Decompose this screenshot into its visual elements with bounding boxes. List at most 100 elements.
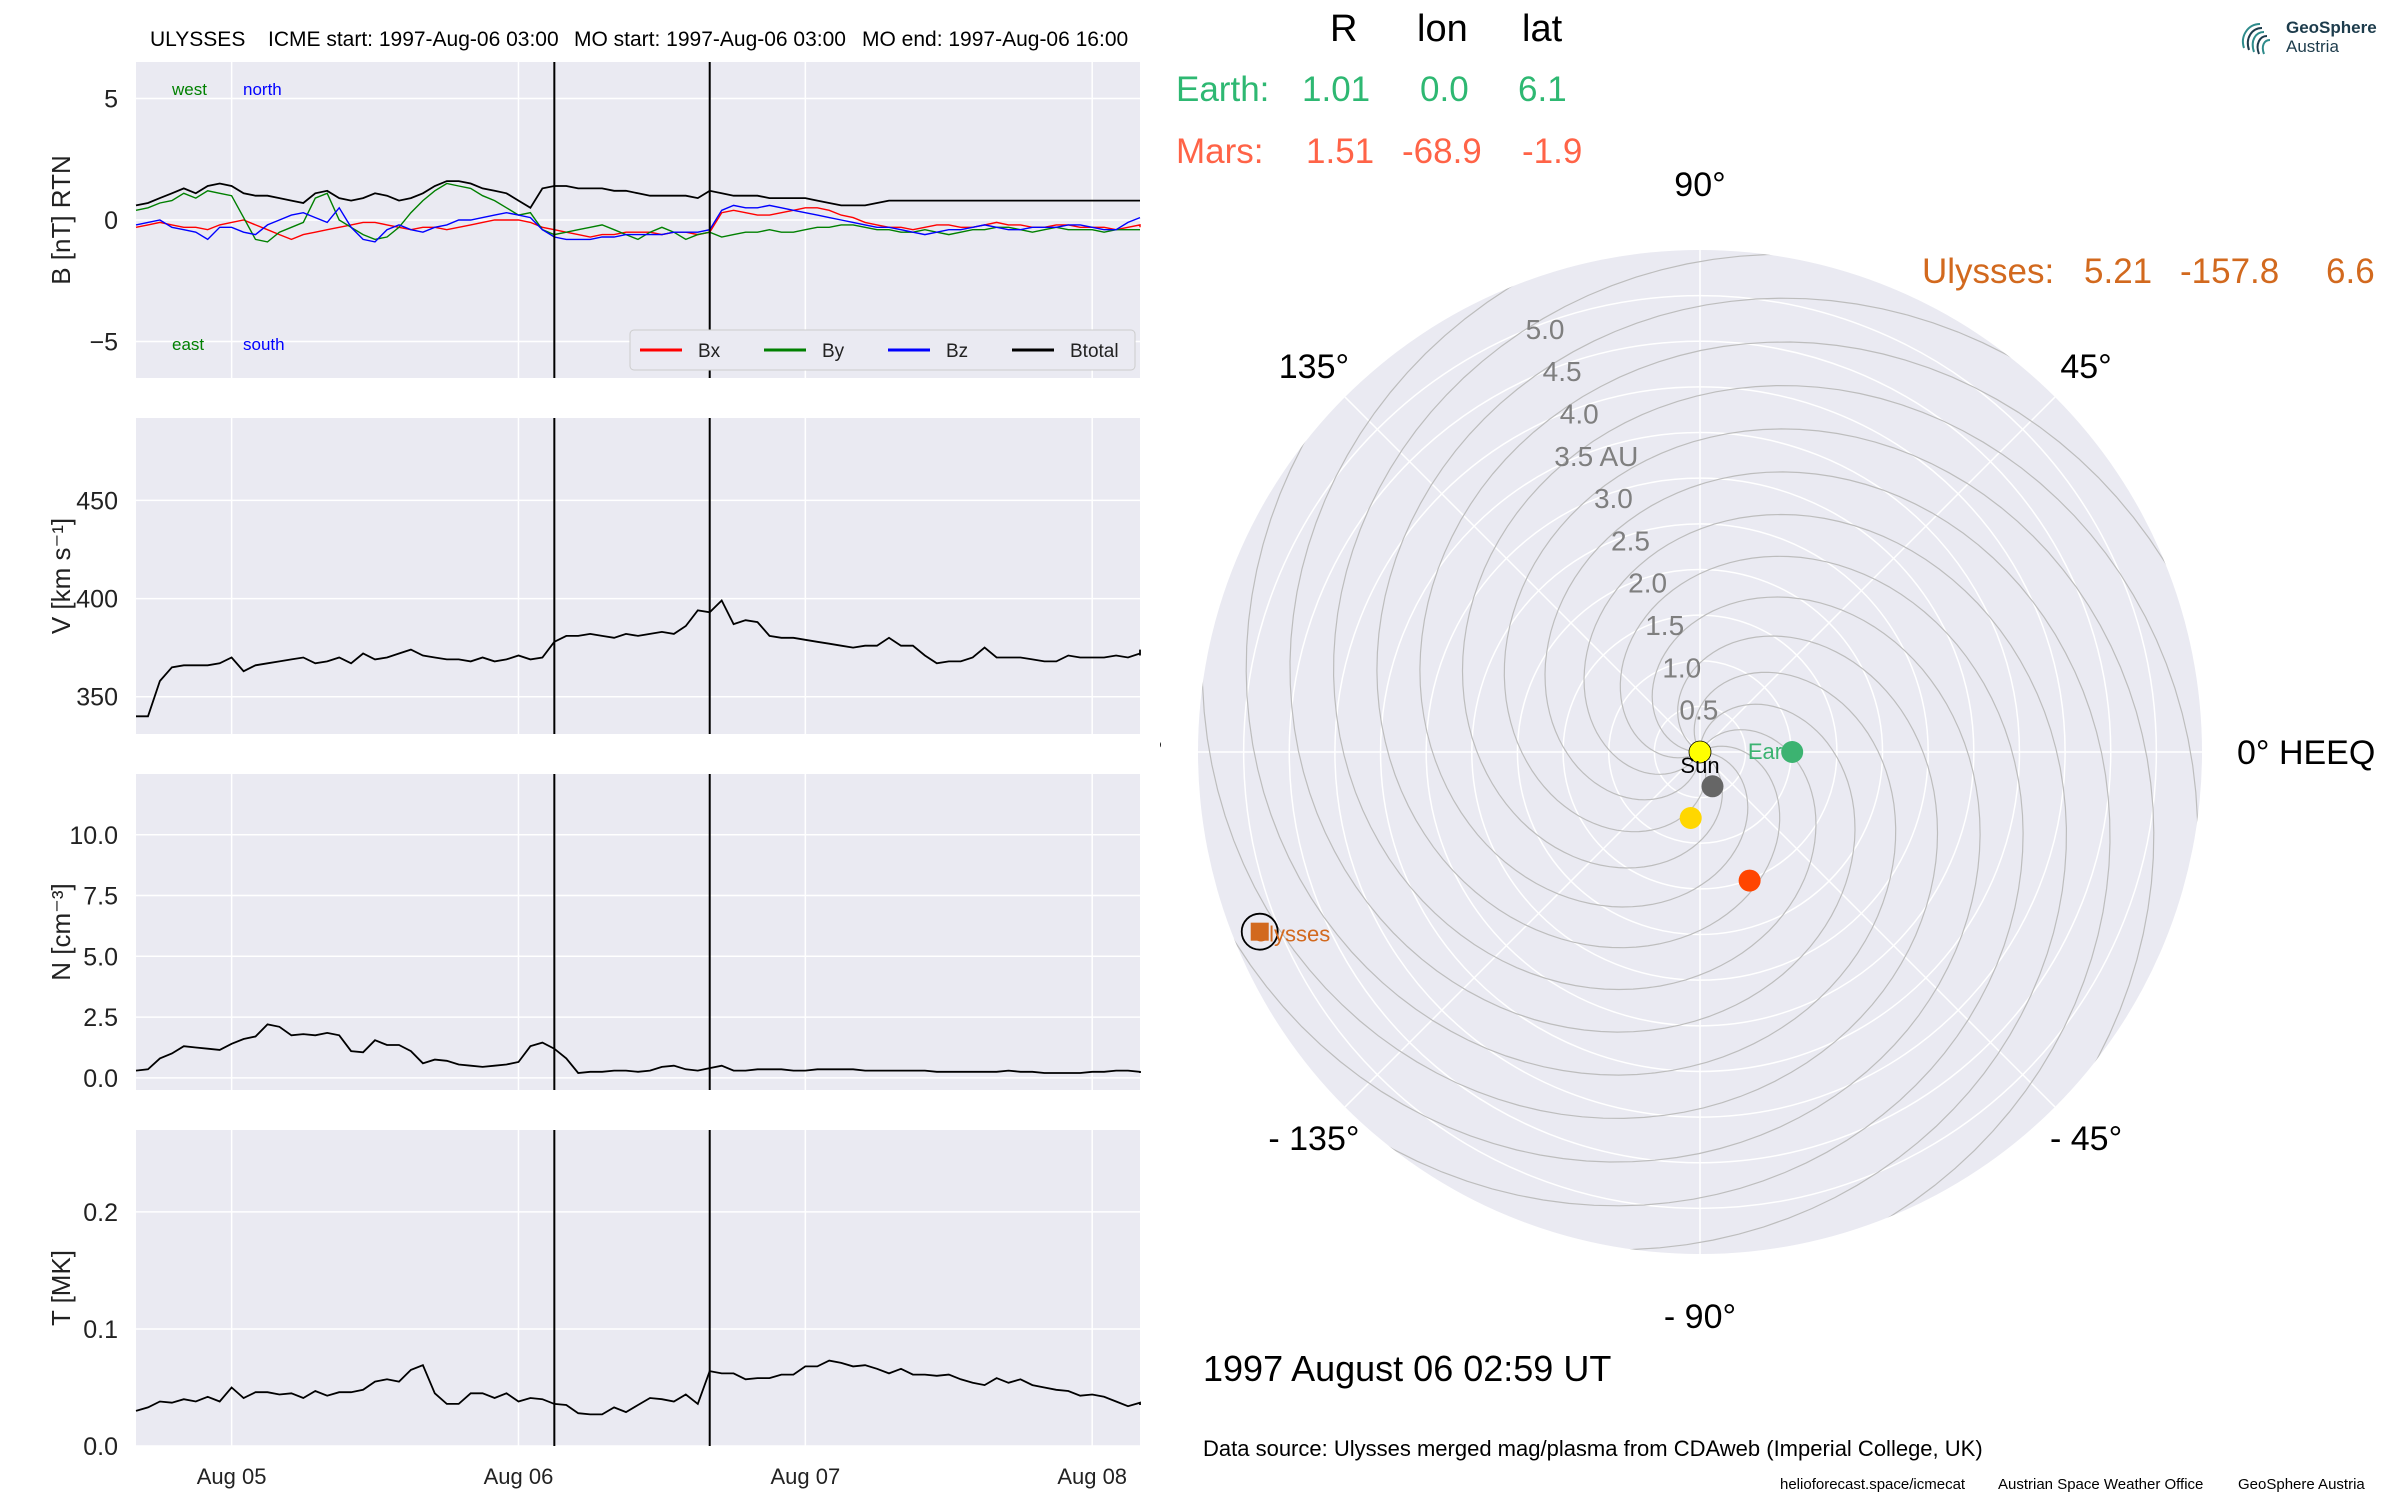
column-header-lon: lon xyxy=(1417,8,1468,50)
timeseries-panels: −5 0 5 B [nT] RTN west north east south Bx By Bz Bt… xyxy=(46,62,1141,1489)
annotation-east: east xyxy=(172,335,204,354)
spiral-arm xyxy=(1245,420,1897,1076)
angle-label: - 45° xyxy=(2050,1120,2122,1158)
angle-label: - 90° xyxy=(1664,1298,1736,1336)
x-tick-label: Aug 05 xyxy=(197,1464,267,1489)
spacecraft-title: ULYSSES xyxy=(150,28,246,51)
logo-line2: Austria xyxy=(2286,37,2339,56)
y-axis-label: V [km s⁻¹] xyxy=(46,518,76,634)
polar-ring xyxy=(1516,568,1884,936)
polar-spoke xyxy=(1344,751,1701,1108)
y-tick-label: 0 xyxy=(104,207,118,235)
spiral-arm xyxy=(1544,471,2111,1231)
column-header-lat: lat xyxy=(1522,8,1563,50)
footer-org: GeoSphere Austria xyxy=(2238,1476,2365,1493)
footer-site: helioforecast.space/icmecat xyxy=(1780,1476,1966,1493)
ulysses-r-value: 5.21 xyxy=(2084,252,2153,291)
legend-box xyxy=(629,329,1136,371)
orbit-polar-plot: 0.5 1.0 1.5 2.0 2.5 3.0 3.5 AU 4.0 4.5 5.0 0° HEEQ… xyxy=(1160,166,2375,1336)
ulysses-lat-value: 6.6 xyxy=(2326,252,2375,291)
x-tick-label: Aug 07 xyxy=(770,1464,840,1489)
mo-start-label: MO start: 1997-Aug-06 03:00 xyxy=(574,28,846,51)
polar-spoke xyxy=(1699,396,2056,753)
y-tick-label: 450 xyxy=(76,487,118,515)
y-tick-label: −5 xyxy=(89,329,118,357)
x-tick-label: Aug 06 xyxy=(484,1464,554,1489)
ulysses-label: Ulysses xyxy=(1253,922,1330,947)
series-line-bz xyxy=(135,204,1141,243)
annotation-west: west xyxy=(171,80,207,99)
angle-label: 135° xyxy=(1279,348,1349,386)
ring-label: 1.5 xyxy=(1645,610,1684,641)
logo-line1: GeoSphere xyxy=(2286,18,2377,37)
series-line-density xyxy=(135,1023,1141,1074)
polar-group: 0.5 1.0 1.5 2.0 2.5 3.0 3.5 AU 4.0 4.5 5.0 0° HEEQ… xyxy=(1160,166,2375,1336)
panel-temperature: 0.0 0.1 0.2T [MK] Aug 05 Aug 06 Aug 07 Aug 08 xyxy=(46,1130,1141,1489)
ulysses-lon-value: -157.8 xyxy=(2180,252,2280,291)
legend-label-btotal: Btotal xyxy=(1070,341,1119,362)
spiral-arm xyxy=(1503,428,2155,1084)
earth-label: Earth xyxy=(1748,739,1801,764)
ulysses-position-name: Ulysses: xyxy=(1922,252,2055,291)
geosphere-logo: GeoSphere Austria xyxy=(2236,14,2384,60)
y-tick-label: 7.5 xyxy=(83,883,118,911)
spiral-arms xyxy=(1201,253,2199,1251)
legend-label-by: By xyxy=(822,341,845,362)
icme-start-label: ICME start: 1997-Aug-06 03:00 xyxy=(268,28,559,51)
polar-ring xyxy=(1425,477,1975,1027)
earth-lon-value: 0.0 xyxy=(1420,70,1469,109)
y-axis-label: B [nT] RTN xyxy=(46,155,76,285)
y-tick-label: 10.0 xyxy=(69,822,118,850)
ring-label: 4.0 xyxy=(1560,398,1599,429)
panel-magnetic-field: −5 0 5 B [nT] RTN west north east south Bx By Bz Bt… xyxy=(46,62,1141,378)
mars-position-name: Mars: xyxy=(1176,132,1264,171)
sun-label: Sun xyxy=(1680,753,1719,778)
panel-density: 0.0 2.5 5.0 7.5 10.0 N [cm⁻³] xyxy=(46,774,1141,1093)
ring-label: 2.5 xyxy=(1611,525,1650,556)
y-tick-label: 5 xyxy=(104,85,118,113)
earth-lat-value: 6.1 xyxy=(1518,70,1567,109)
spiral-arm xyxy=(1419,341,2179,908)
y-axis-label: T [MK] xyxy=(46,1250,76,1326)
ring-label: 3.5 AU xyxy=(1554,441,1638,472)
mo-end-label: MO end: 1997-Aug-06 16:00 xyxy=(862,28,1129,51)
angle-label: +/- 180° xyxy=(1160,734,1163,772)
spiral-arm xyxy=(1461,384,2199,869)
ring-label: 3.0 xyxy=(1594,483,1633,514)
data-source-note: Data source: Ulysses merged mag/plasma f… xyxy=(1203,1436,1983,1461)
series-line-btotal xyxy=(135,180,1140,210)
series-line-temperature xyxy=(135,1359,1141,1416)
legend-label-bz: Bz xyxy=(946,341,968,362)
earth-r-value: 1.01 xyxy=(1302,70,1371,109)
venus-marker xyxy=(1679,806,1702,829)
mars-r-value: 1.51 xyxy=(1306,132,1375,171)
ulysses-marker xyxy=(1250,922,1269,941)
polar-ring xyxy=(1562,614,1838,890)
ring-label: 2.0 xyxy=(1628,568,1667,599)
ring-label: 0.5 xyxy=(1679,695,1718,726)
mars-marker xyxy=(1738,869,1761,892)
column-header-r: R xyxy=(1330,8,1358,50)
annotation-north: north xyxy=(243,80,282,99)
angle-label: 90° xyxy=(1674,166,1725,204)
ring-label: 5.0 xyxy=(1526,314,1565,345)
series-line-speed xyxy=(136,598,1141,718)
plot-timestamp: 1997 August 06 02:59 UT xyxy=(1203,1348,1612,1389)
spiral-arm xyxy=(1201,635,1939,1120)
x-tick-label: Aug 08 xyxy=(1057,1464,1127,1489)
polar-ring xyxy=(1379,431,2021,1073)
polar-ring xyxy=(1471,523,1929,981)
legend-label-bx: Bx xyxy=(698,341,721,362)
ulysses-ring xyxy=(1240,912,1279,951)
polar-ring xyxy=(1334,386,2066,1118)
angle-label: 45° xyxy=(2060,348,2111,386)
geosphere-swirl-icon xyxy=(2242,23,2271,55)
annotation-south: south xyxy=(243,335,285,354)
mercury-marker xyxy=(1701,775,1724,798)
mars-lon-value: -68.9 xyxy=(1402,132,1482,171)
spiral-arm xyxy=(1583,513,2068,1251)
y-tick-label: 350 xyxy=(76,684,118,712)
y-tick-label: 0.0 xyxy=(83,1433,118,1461)
y-tick-label: 0.0 xyxy=(83,1065,118,1093)
